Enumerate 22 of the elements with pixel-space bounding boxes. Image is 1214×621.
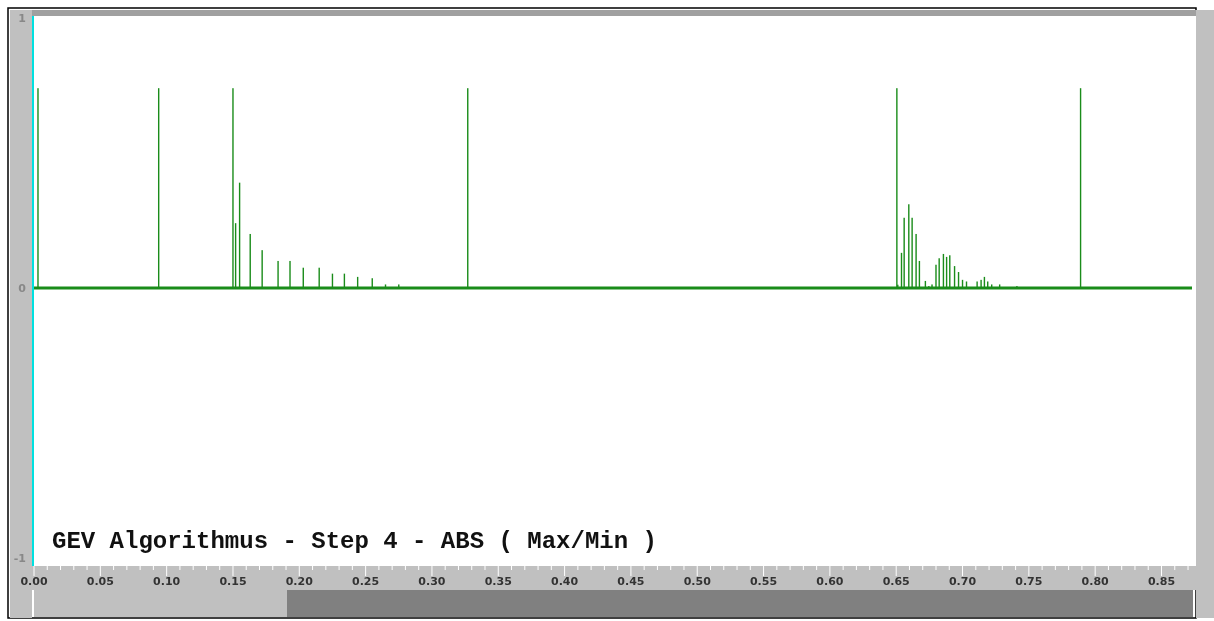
x-tick-label: 0.00 — [20, 575, 48, 588]
x-tick-label: 0.75 — [1015, 575, 1043, 588]
x-tick-label: 0.10 — [153, 575, 181, 588]
x-tick-label: 0.85 — [1147, 575, 1176, 588]
x-tick-label: 0.20 — [285, 575, 314, 588]
x-tick-label: 0.60 — [816, 575, 844, 588]
x-tick-label: 0.35 — [484, 575, 512, 588]
x-tick-label: 0.40 — [551, 575, 579, 588]
x-tick-label: 0.05 — [86, 575, 114, 588]
x-tick-label: 0.15 — [219, 575, 247, 588]
x-tick-label: 0.30 — [418, 575, 446, 588]
x-tick-label: 0.55 — [749, 575, 778, 588]
x-tick-label: 0.80 — [1081, 575, 1110, 588]
y-tick-label: 1 — [18, 11, 26, 25]
x-tick-label: 0.65 — [882, 575, 910, 588]
y-tick-label: -1 — [13, 551, 26, 565]
text: GEV Algorithmus - Step 4 - ABS ( Max/Min ) — [52, 528, 657, 555]
x-tick-label: 0.70 — [948, 575, 977, 588]
y-tick-label: 0 — [18, 281, 27, 295]
x-tick-label: 0.25 — [352, 575, 380, 588]
x-tick-label: 0.45 — [617, 575, 645, 588]
x-tick-label: 0.50 — [683, 575, 712, 588]
